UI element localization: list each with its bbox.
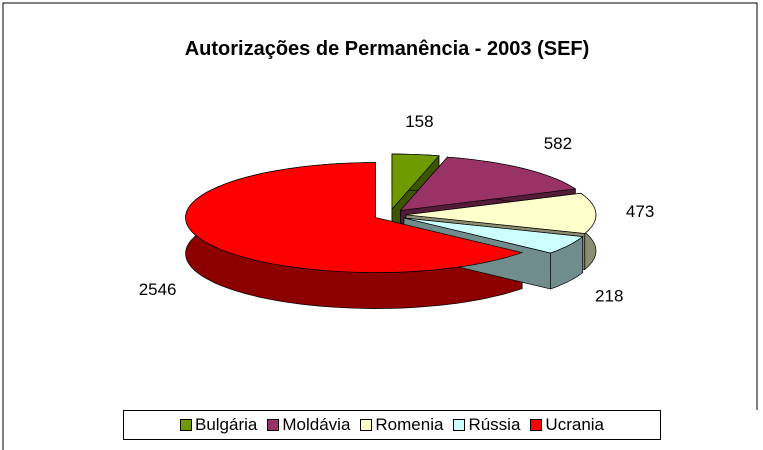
slice (403, 217, 584, 254)
legend-label: Moldávia (282, 415, 351, 434)
data-label: 2546 (139, 280, 177, 299)
legend-label: Bulgária (194, 415, 258, 434)
slice (399, 156, 577, 211)
data-label: 218 (595, 287, 623, 306)
legend-item: Moldávia (267, 415, 350, 435)
data-label: 582 (544, 134, 572, 153)
legend-item: Bulgária (179, 415, 258, 435)
legend-item: Romenia (360, 415, 443, 435)
legend-label: Rússia (468, 415, 521, 434)
chart-title: Autorizações de Permanência - 2003 (SEF) (185, 38, 590, 60)
legend-swatch (530, 419, 543, 431)
legend-swatch (360, 419, 373, 431)
legend-label: Romenia (375, 415, 444, 434)
legend-label: Ucrania (545, 415, 605, 434)
data-label: 473 (626, 202, 654, 221)
slice (391, 153, 440, 210)
slice (185, 162, 524, 273)
legend-swatch (453, 419, 466, 431)
legend-item: Ucrania (530, 415, 604, 435)
legend-swatch (267, 419, 280, 431)
legend: Bulgária Moldávia Romenia Rússia Ucrania (123, 410, 661, 440)
data-label: 158 (405, 112, 433, 131)
legend-item: Rússia (453, 415, 520, 435)
slice (405, 192, 597, 234)
legend-swatch (179, 419, 192, 431)
